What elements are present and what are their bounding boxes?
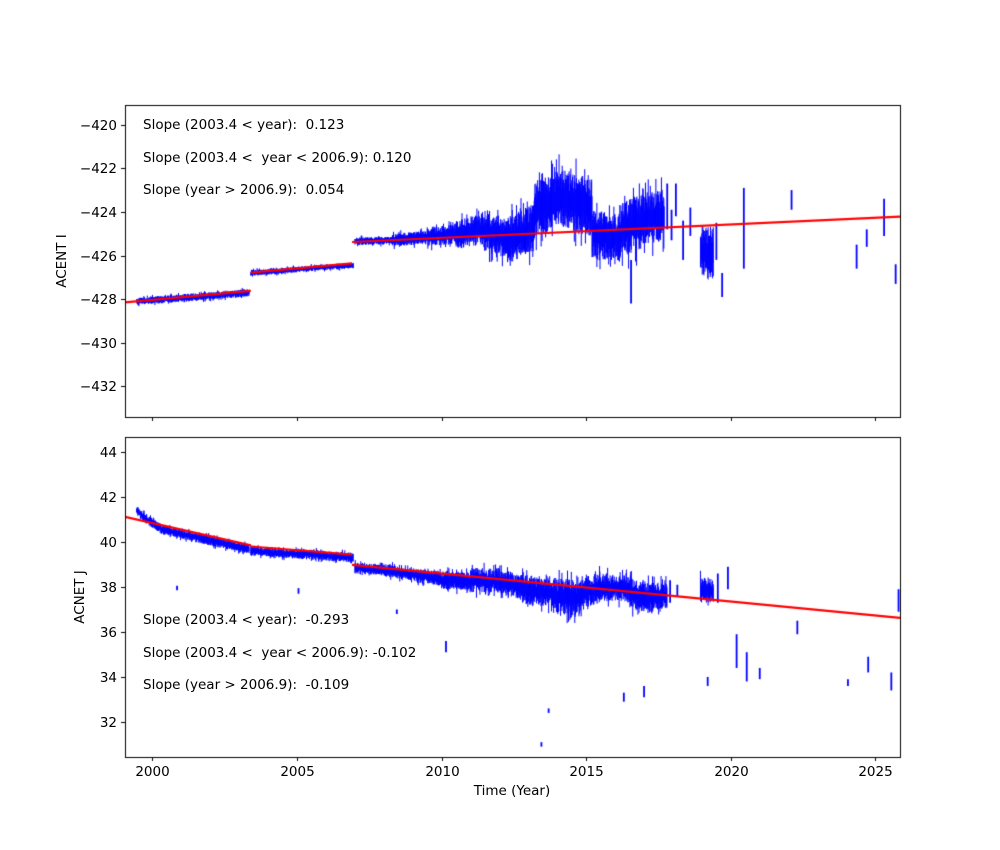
y-tick-label: 34: [99, 669, 117, 686]
x-tick-label: 2025: [858, 764, 893, 780]
y-tick-label: −426: [79, 248, 117, 265]
x-axis-label: Time (Year): [473, 783, 551, 799]
y-tick-label: −432: [79, 378, 117, 395]
y-tick-label: 38: [99, 579, 117, 596]
y-tick-label: 32: [99, 714, 117, 731]
top-annotation-slope-3: Slope (year > 2006.9): 0.054: [143, 182, 345, 198]
y-tick-label: −422: [79, 160, 117, 177]
y-tick-label: −428: [79, 291, 117, 308]
x-tick-label: 2010: [425, 764, 460, 780]
x-tick-label: 2005: [280, 764, 315, 780]
bottom-annotation-slope-1: Slope (2003.4 < year): -0.293: [143, 612, 350, 628]
x-tick-label: 2020: [714, 764, 749, 780]
y-tick-label: −420: [79, 117, 117, 134]
y-tick-label: 44: [99, 444, 117, 461]
y-tick-label: 42: [99, 489, 117, 506]
y-tick-label: −430: [79, 335, 117, 352]
y-tick-label: 36: [99, 624, 117, 641]
top-annotation-slope-2: Slope (2003.4 < year < 2006.9): 0.120: [143, 150, 412, 166]
top-annotation-slope-1: Slope (2003.4 < year): 0.123: [143, 117, 345, 133]
y-tick-label: −424: [79, 204, 117, 221]
bottom-annotation-slope-3: Slope (year > 2006.9): -0.109: [143, 677, 350, 693]
bottom-y-axis-label: ACNET J: [72, 570, 88, 624]
y-tick-label: 40: [99, 534, 117, 551]
x-tick-label: 2015: [569, 764, 604, 780]
x-tick-label: 2000: [135, 764, 170, 780]
bottom-annotation-slope-2: Slope (2003.4 < year < 2006.9): -0.102: [143, 645, 417, 661]
